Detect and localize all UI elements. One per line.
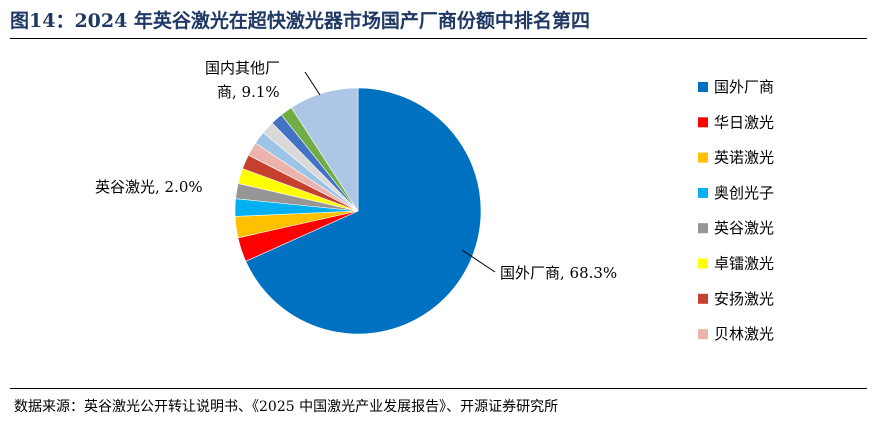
- legend-swatch-0: [698, 82, 708, 92]
- legend-label-4: 英谷激光: [714, 219, 774, 237]
- source-rule: [10, 388, 867, 389]
- legend-label-1: 华日激光: [714, 113, 774, 131]
- legend-swatch-2: [698, 152, 708, 163]
- legend-swatch-6: [698, 293, 708, 304]
- source-note: 数据来源：英谷激光公开转让说明书、《2025 中国激光产业发展报告》、开源证券研…: [14, 399, 559, 415]
- data-label-other-line1: 国内其他厂: [205, 59, 280, 77]
- data-label-foreign: 国外厂商, 68.3%: [500, 264, 617, 282]
- legend-label-6: 安扬激光: [714, 290, 774, 308]
- legend-label-3: 奥创光子: [714, 184, 774, 202]
- title-rule: [10, 38, 867, 39]
- legend-label-7: 贝林激光: [714, 325, 774, 343]
- pie-slice-0: [245, 87, 482, 335]
- legend-swatch-4: [698, 223, 708, 234]
- figure-title: 图14：2024 年英谷激光在超快激光器市场国产厂商份额中排名第四: [10, 10, 590, 32]
- legend-label-0: 国外厂商: [714, 78, 774, 96]
- leader-line-other: [304, 71, 321, 96]
- data-label-yingu: 英谷激光, 2.0%: [95, 178, 203, 196]
- legend-label-2: 英诺激光: [714, 149, 774, 167]
- legend-swatch-3: [698, 187, 708, 198]
- data-label-other-line2: 商, 9.1%: [217, 83, 280, 101]
- legend-swatch-7: [698, 329, 708, 340]
- legend-swatch-1: [698, 117, 708, 128]
- legend-label-5: 卓镭激光: [714, 255, 774, 273]
- pie-slice-12: [291, 87, 359, 213]
- legend-swatch-5: [698, 258, 708, 269]
- leader-line-foreign: [461, 249, 496, 273]
